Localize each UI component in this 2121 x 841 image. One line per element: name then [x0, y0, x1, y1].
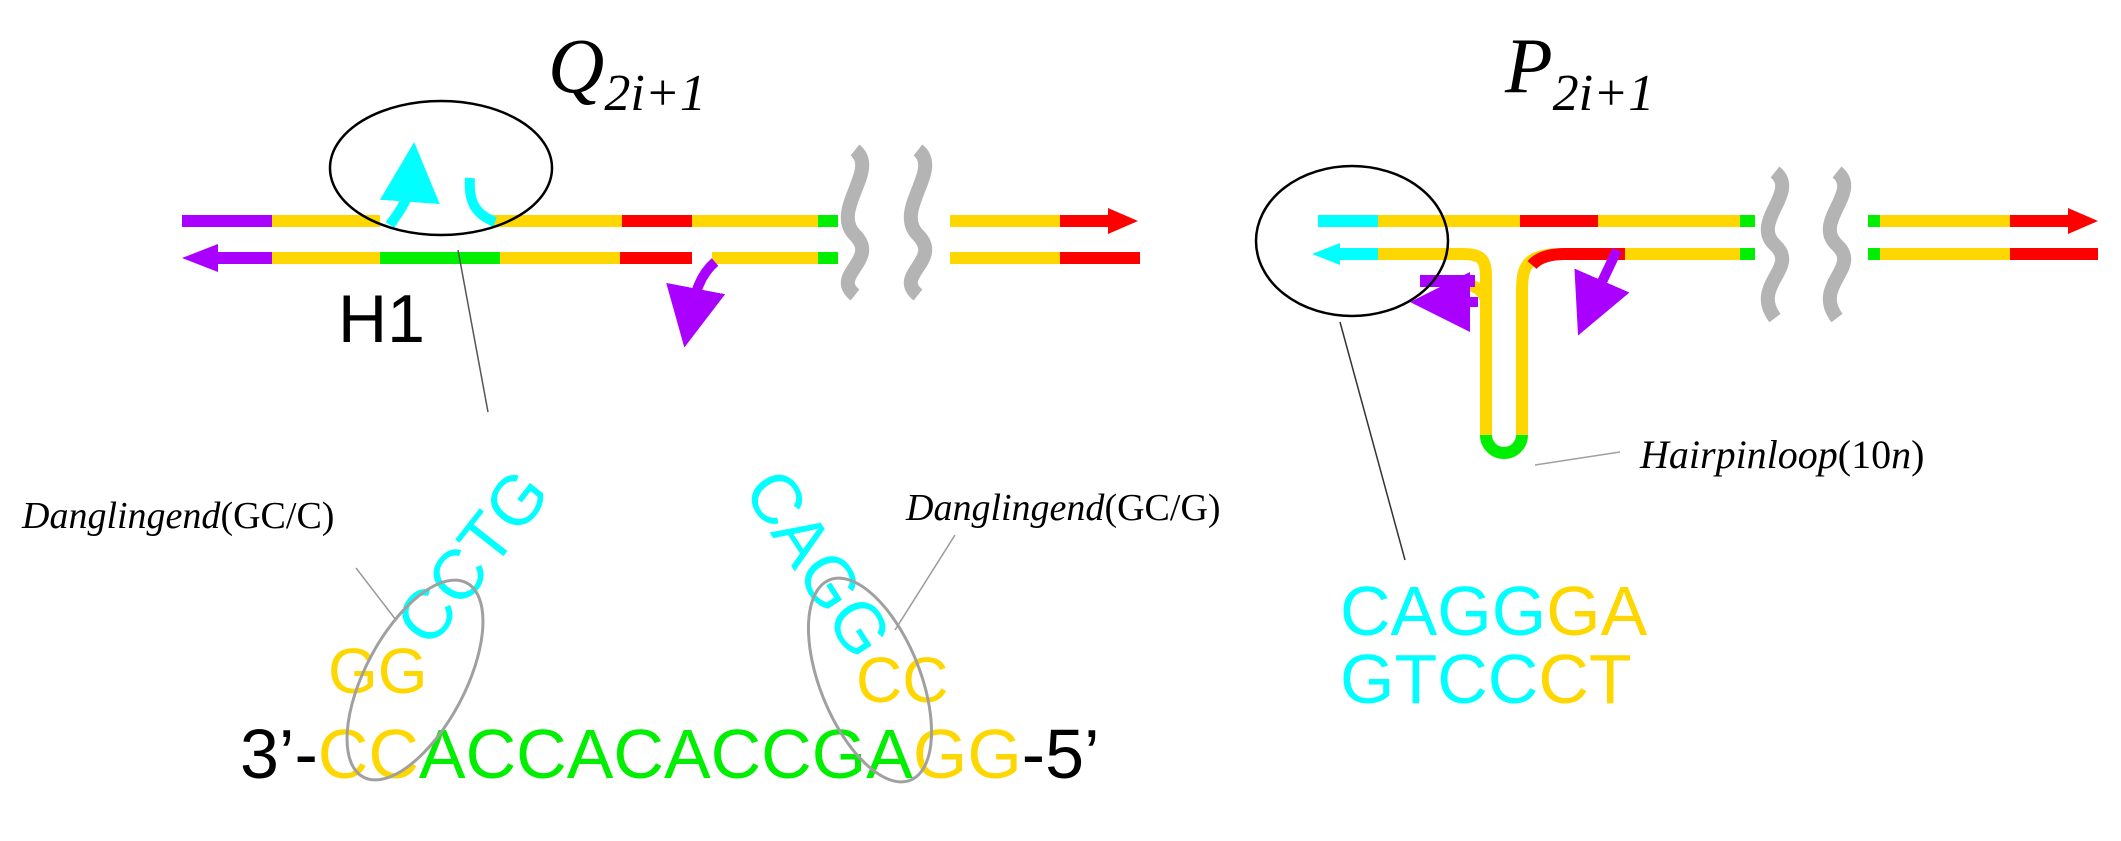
left-panel: Q2i+1 — [21, 22, 1221, 793]
right-zoom-circle — [1254, 164, 1450, 318]
right-seq-bottom: GTCCCT — [1340, 640, 1632, 718]
bottom-seq-green: ACCACACCGA — [419, 715, 913, 793]
right-title: P2i+1 — [1504, 22, 1654, 122]
left-leader-line — [457, 249, 489, 413]
left-zoom-circle — [328, 99, 554, 237]
hairpin-label: Hairpinloop(10n) — [1639, 432, 1924, 477]
right-bottom-cyan-arrowhead — [1312, 243, 1340, 265]
bottom-seq-3prime: 3’- — [240, 715, 318, 793]
seq-right-pair: CC — [856, 644, 948, 716]
left-title-sub: 2i+1 — [604, 65, 706, 122]
right-seq-bottom-cyan: GTCC — [1340, 640, 1538, 718]
seq-right-top: CAGG — [729, 456, 907, 671]
hairpin-right-arm-red — [1527, 248, 1625, 270]
right-dangling-label: Danglingend(GC/G) — [905, 487, 1221, 529]
left-dangling-prefix: Danglingend — [21, 495, 221, 537]
right-purple-arrow-down — [1574, 247, 1630, 336]
left-dangling-label: Danglingend(GC/C) — [21, 495, 334, 537]
right-title-sub: 2i+1 — [1553, 65, 1655, 122]
right-seq-top: CAGGGA — [1340, 572, 1648, 650]
left-domain-label: H1 — [338, 281, 425, 357]
bottom-seq-yellow-left: CC — [318, 715, 419, 793]
right-top-red-arrowhead — [2068, 208, 2098, 234]
right-panel: P2i+1 — [1254, 22, 2098, 718]
right-seq-top-cyan: CAGG — [1340, 572, 1546, 650]
hairpin-label-prefix: Hairpinloop — [1639, 432, 1838, 477]
left-title: Q2i+1 — [548, 22, 706, 122]
hairpin-left-arm — [1461, 248, 1492, 435]
left-dangling-args: (GC/C) — [220, 495, 334, 537]
left-cyan-hook — [464, 177, 498, 227]
left-dangling-ellipse — [345, 578, 485, 782]
right-seq-top-yellow: GA — [1546, 572, 1647, 650]
seq-left-top: CCTG — [380, 455, 564, 659]
hairpin-label-args: (10 — [1838, 432, 1891, 477]
hairpin-loop — [1480, 434, 1528, 459]
hairpin-label-close: ) — [1911, 432, 1924, 477]
bottom-sequence: 3’-CCACCACACCGAGG-5’ — [240, 715, 1100, 793]
bottom-seq-5prime: -5’ — [1022, 715, 1100, 793]
left-cyan-arrow-up — [379, 142, 440, 228]
right-dangling-ellipse — [806, 576, 934, 784]
hairpin-right-arm — [1516, 248, 1625, 435]
left-break-symbol — [840, 144, 933, 301]
right-title-main: P — [1504, 22, 1553, 109]
right-dangling-prefix: Danglingend — [905, 487, 1105, 529]
left-bottom-purple-arrowhead — [182, 244, 218, 272]
left-purple-arrow-down — [666, 258, 726, 348]
hairpin-label-n: n — [1891, 432, 1911, 477]
left-top-red-arrowhead — [1108, 208, 1138, 234]
left-title-main: Q — [548, 22, 604, 109]
left-dangling-leader — [355, 567, 397, 621]
right-dangling-leader — [894, 534, 956, 631]
hairpin-leader — [1534, 451, 1621, 466]
right-break-symbol — [1760, 166, 1852, 323]
right-dangling-args: (GC/G) — [1104, 487, 1220, 529]
right-leader-line — [1339, 321, 1406, 561]
right-seq-bottom-yellow: CT — [1538, 640, 1631, 718]
